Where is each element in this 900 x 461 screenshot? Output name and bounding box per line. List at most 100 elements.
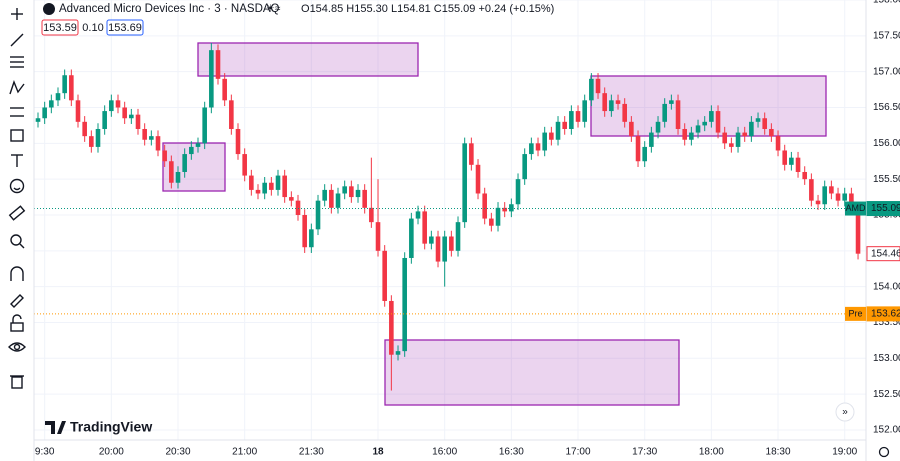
candle-body <box>602 93 607 112</box>
candle-body <box>209 50 214 108</box>
x-tick-label: 16:00 <box>432 447 457 458</box>
candle-body <box>735 132 741 147</box>
forecast-tool[interactable] <box>10 107 24 117</box>
ask-box[interactable] <box>106 19 144 36</box>
candle-body <box>329 189 334 208</box>
lock-tool[interactable] <box>10 314 24 332</box>
scroll-icon: » <box>842 407 848 418</box>
zoom-tool[interactable] <box>10 234 25 249</box>
bid-box[interactable] <box>41 19 79 36</box>
candle-body <box>642 146 647 162</box>
candle-body <box>349 186 354 198</box>
candle-body <box>122 107 127 119</box>
ask: 153.69 <box>108 22 142 34</box>
y-tick-label: 156.00 <box>873 138 900 149</box>
candle-body <box>375 222 381 251</box>
candle-body <box>115 100 121 108</box>
lock-drawing-tool[interactable] <box>10 294 24 308</box>
candle-body <box>109 100 114 112</box>
candle-body <box>695 125 701 133</box>
text-tool[interactable] <box>11 154 23 167</box>
candle-body <box>762 118 768 129</box>
hide-tool[interactable] <box>8 342 26 352</box>
candle-body <box>335 193 341 208</box>
zones <box>162 42 827 406</box>
fib-tool[interactable] <box>10 56 24 68</box>
candle-body <box>715 111 721 133</box>
candle-body <box>595 78 601 94</box>
ohlc: O154.85 H155.30 L154.81 C155.09 +0.24 (+… <box>301 3 554 15</box>
candle-body <box>802 171 808 180</box>
candle-body <box>789 157 794 165</box>
candle-body <box>49 100 54 108</box>
candle-body <box>429 236 434 244</box>
candle-body <box>309 229 314 248</box>
candle-body <box>382 250 387 301</box>
candles <box>35 42 861 391</box>
x-tick-label: 9:30 <box>35 447 55 458</box>
pattern-tool[interactable] <box>9 79 25 95</box>
candle-body <box>535 143 541 151</box>
candle-body <box>515 179 521 205</box>
candle-body <box>75 100 81 122</box>
candle-body <box>95 128 101 147</box>
candle-body <box>549 132 554 140</box>
candle-body <box>289 197 294 201</box>
grid <box>34 0 866 440</box>
measure-tool[interactable] <box>8 205 26 221</box>
candle-body <box>62 75 67 94</box>
settings-button[interactable] <box>878 446 890 458</box>
zone-box[interactable] <box>384 339 680 406</box>
price-tag <box>866 201 900 217</box>
candle-body <box>575 111 581 122</box>
trendline-tool[interactable] <box>10 33 24 47</box>
crosshair-tool[interactable] <box>11 8 23 20</box>
zone-box[interactable] <box>197 42 419 77</box>
candle-body <box>195 143 201 147</box>
brand-logo <box>45 421 66 434</box>
candle-body <box>175 171 181 183</box>
candle-body <box>469 143 474 165</box>
delete-tool[interactable] <box>10 375 24 389</box>
candle-body <box>202 107 207 144</box>
toolbar <box>8 8 26 389</box>
candle-body <box>822 186 828 205</box>
candle-body <box>482 193 487 219</box>
shape-tool[interactable] <box>10 129 24 142</box>
candle-body <box>722 132 728 144</box>
candle-body <box>389 300 394 355</box>
candle-body <box>522 154 527 180</box>
candle-body <box>655 121 661 133</box>
magnet-tool[interactable] <box>10 266 24 281</box>
candle-body <box>555 121 561 140</box>
candle-body <box>322 189 327 201</box>
brand-name: TradingView <box>70 419 152 435</box>
candle-body <box>562 121 567 129</box>
symbol-name[interactable]: Advanced Micro Devices Inc · 3 · NASDAQ <box>59 3 280 15</box>
candle-body <box>89 136 94 147</box>
candle-body <box>82 121 87 137</box>
candle-body <box>102 111 107 129</box>
scroll-button[interactable] <box>835 402 855 422</box>
spread: 0.10 <box>82 22 103 34</box>
candle-body <box>35 118 41 122</box>
candle-body <box>435 236 441 262</box>
l-value: 154.81 <box>397 3 431 15</box>
y-tick-label: 156.50 <box>873 102 900 113</box>
x-tick-label: 17:00 <box>566 447 591 458</box>
emoji-tool[interactable] <box>9 178 25 194</box>
candle-body <box>782 150 788 165</box>
candle-body <box>589 78 594 101</box>
candle-body <box>215 50 221 79</box>
candle-body <box>222 78 227 101</box>
price-tag-name: AMD <box>846 203 867 213</box>
candle-body <box>342 186 347 194</box>
candle-body <box>669 100 674 104</box>
candle-body <box>569 111 574 129</box>
candle-body <box>475 164 481 194</box>
brand: TradingView <box>45 419 152 435</box>
candle-body <box>229 100 234 129</box>
y-tick-label: 153.50 <box>873 317 900 328</box>
candle-body <box>422 211 427 244</box>
